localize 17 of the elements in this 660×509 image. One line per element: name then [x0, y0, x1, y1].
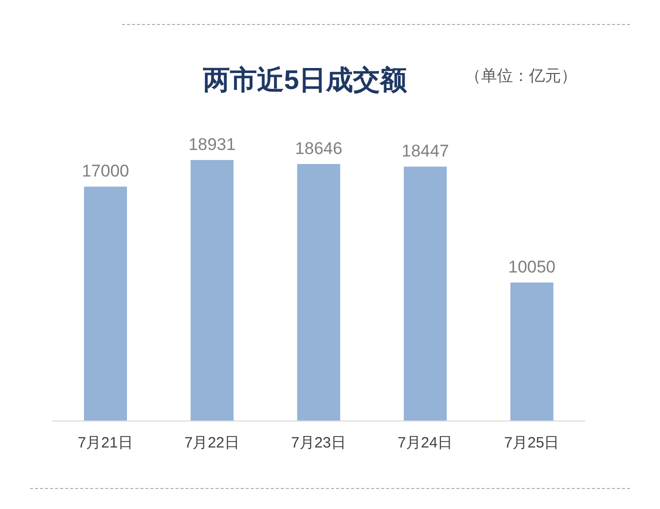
data-label: 18447 [402, 142, 449, 161]
x-tick-label: 7月22日 [184, 434, 240, 452]
chart-subtitle: （单位：亿元） [465, 67, 577, 87]
data-label: 18931 [188, 135, 236, 154]
x-tick-label: 7月21日 [78, 434, 133, 452]
bar [190, 160, 234, 421]
chart-title: 两市近5日成交额 [202, 65, 408, 95]
data-label: 17000 [82, 162, 130, 181]
bar [297, 164, 340, 421]
data-label: 10050 [508, 257, 556, 276]
bar [510, 282, 554, 421]
x-tick-label: 7月24日 [398, 434, 453, 452]
bar [404, 166, 447, 421]
x-tick-label: 7月25日 [504, 434, 560, 452]
data-label: 18646 [295, 138, 342, 158]
bar [84, 186, 127, 421]
x-tick-label: 7月23日 [290, 434, 346, 452]
